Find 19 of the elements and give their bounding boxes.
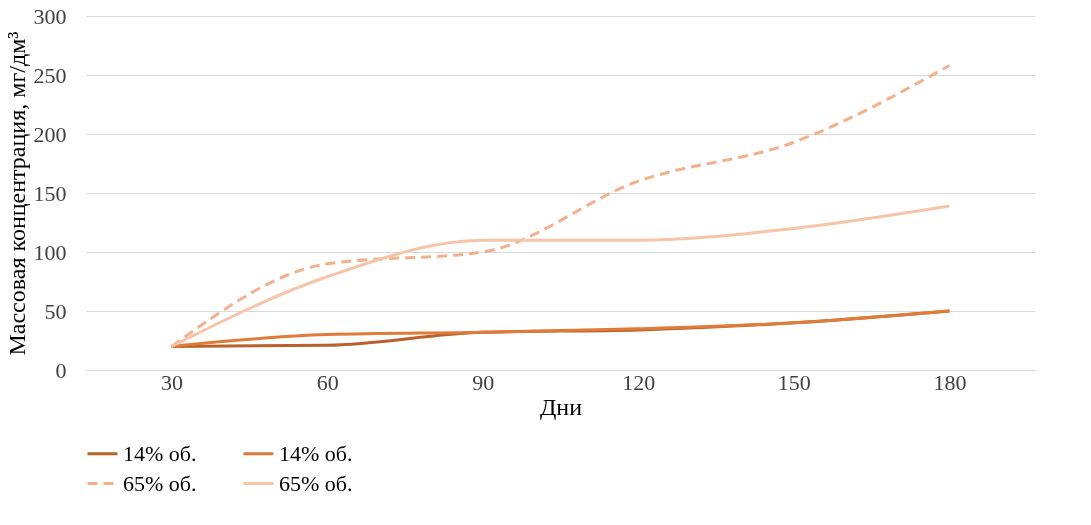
y-tick-label: 250 — [33, 62, 67, 88]
y-tick-label: 200 — [33, 121, 67, 147]
x-tick-label: 180 — [933, 369, 967, 395]
y-tick-label: 300 — [33, 3, 67, 29]
legend-label: 65% об. — [123, 470, 197, 496]
y-tick-label: 0 — [55, 357, 67, 383]
x-axis-title: Дни — [539, 393, 583, 420]
x-tick-label: 30 — [161, 369, 184, 395]
x-tick-label: 60 — [316, 369, 339, 395]
legend-label: 14% об. — [279, 440, 353, 466]
x-tick-label: 150 — [777, 369, 811, 395]
x-tick-label: 120 — [622, 369, 656, 395]
y-tick-label: 50 — [44, 298, 67, 324]
y-tick-label: 150 — [33, 180, 67, 206]
legend-label: 65% об. — [279, 470, 353, 496]
legend-label: 14% об. — [123, 440, 197, 466]
x-tick-label: 90 — [472, 369, 495, 395]
y-axis-title: Массовая концентрация, мг/дм³ — [3, 31, 30, 356]
y-tick-label: 100 — [33, 239, 67, 265]
